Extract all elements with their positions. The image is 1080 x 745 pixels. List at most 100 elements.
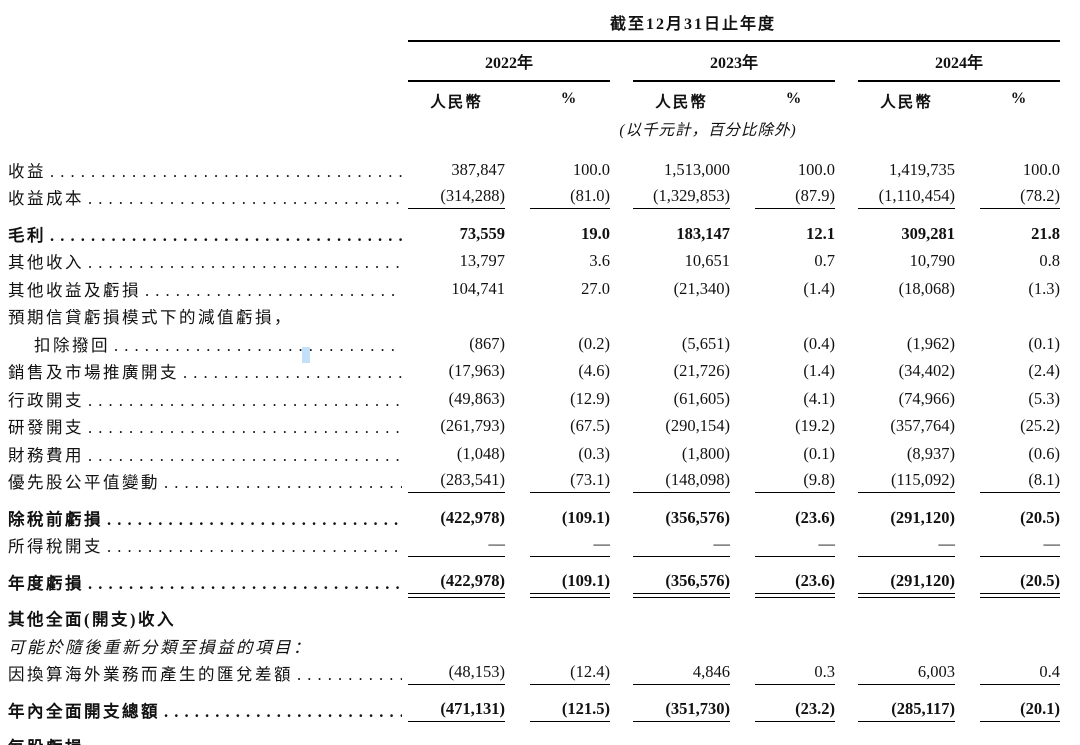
row-label-text: 其他收益及虧損 (8, 280, 141, 300)
year-cell-group: (356,576) (23.6) (633, 571, 835, 598)
year-cell-group: (471,131) (121.5) (408, 699, 610, 722)
cell-value: (12.4) (530, 662, 610, 685)
percent-cell: 0.3 (730, 662, 835, 685)
percent-cell: 19.0 (505, 224, 610, 246)
row-label: 年內全面開支總額 (8, 698, 408, 722)
row-label: 優先股公平值變動 (8, 469, 408, 493)
percent-cell: (12.4) (505, 662, 610, 685)
amount-cell: (1,962) (858, 334, 955, 356)
cell-value: 0.8 (1039, 251, 1060, 270)
amount-cell: — (858, 534, 955, 557)
row-label-text: 年內全面開支總額 (8, 701, 160, 721)
dot-leader (110, 336, 402, 356)
cell-value: 27.0 (581, 278, 610, 298)
row-label-text: 扣除撥回 (34, 335, 110, 355)
year-cell-group: (148,098) (9.8) (633, 470, 835, 493)
currency-header: 人民幣 (880, 94, 933, 111)
amount-cell: (21,726) (633, 361, 730, 383)
cell-value: (121.5) (530, 699, 610, 722)
percent-cell: 0.8 (955, 251, 1060, 273)
cell-value: (12.9) (570, 388, 610, 408)
cell-value: (422,978) (408, 571, 505, 598)
cell-value: 1,419,735 (889, 159, 955, 179)
cell-value: (0.1) (1028, 333, 1060, 353)
year-cell-group: (291,120) (20.5) (858, 508, 1060, 530)
row-label: 年度虧損 (8, 570, 408, 594)
year-cell-group: (422,978) (109.1) (408, 508, 610, 530)
cell-value: (81.0) (530, 186, 610, 209)
dot-leader (84, 253, 402, 273)
cell-value: (74,966) (898, 388, 955, 408)
year-cell-group: (74,966) (5.3) (858, 389, 1060, 411)
amount-cell: 104,741 (408, 279, 505, 301)
year-cell-group: 10,651 0.7 (633, 251, 835, 273)
year-cell-group: (49,863) (12.9) (408, 389, 610, 411)
table-row: 收益 387,847 100.0 1,513,000 100.0 1,419,735 100… (8, 154, 1070, 182)
amount-cell: (115,092) (858, 470, 955, 493)
cell-value: (5,651) (681, 333, 730, 353)
table-row: 行政開支(49,863)(12.9)(61,605)(4.1)(74,966)(… (8, 383, 1070, 411)
table-row: 每股虧損 (8, 731, 1070, 745)
year-cell-group: (5,651) (0.4) (633, 334, 835, 356)
percent-cell: (20.5) (955, 508, 1060, 530)
cell-value: (17,963) (448, 361, 505, 380)
row-label: 銷售及市場推廣開支 (8, 359, 408, 383)
cell-value: 104,741 (451, 278, 505, 298)
year-cell-group: (867) (0.2) (408, 334, 610, 356)
cell-value: 10,790 (909, 251, 955, 270)
cell-value: (291,120) (890, 507, 955, 527)
row-label: 行政開支 (8, 387, 408, 411)
percent-cell: (0.1) (730, 444, 835, 466)
cell-value: 1,513,000 (664, 159, 730, 179)
row-label-text: 可能於隨後重新分類至損益的項目： (8, 637, 312, 657)
amount-cell: (1,048) (408, 444, 505, 466)
column-header-row: 人民幣 % 人民幣 % 人民幣 % (408, 90, 1060, 112)
cell-value: (2.4) (1028, 361, 1060, 380)
percent-cell: (19.2) (730, 416, 835, 438)
cell-value: (351,730) (633, 699, 730, 722)
cell-value: (23.6) (795, 507, 835, 527)
dot-leader (293, 665, 402, 685)
cell-value: — (633, 534, 730, 557)
year-cell-group: (314,288) (81.0) (408, 186, 610, 209)
cell-value: 309,281 (901, 223, 955, 243)
table-row: 年度虧損 (422,978) (109.1) (356,576) (23.6) (291,… (8, 566, 1070, 598)
table-row: 因換算海外業務而產生的匯兌差額 (48,153) (12.4) 4,846 0.3 6,0… (8, 658, 1070, 685)
percent-cell: (0.3) (505, 444, 610, 466)
year-header-2024: 2024年 (858, 49, 1060, 82)
year-cell-group: (8,937) (0.6) (858, 444, 1060, 466)
percent-header: % (785, 90, 802, 107)
dot-leader (84, 189, 402, 209)
amount-cell: (17,963) (408, 361, 505, 383)
percent-cell: (1.4) (730, 361, 835, 383)
cell-value: (61,605) (673, 388, 730, 408)
cell-value: 183,147 (676, 223, 730, 243)
row-label: 除稅前虧損 (8, 506, 408, 530)
percent-cell: (8.1) (955, 470, 1060, 493)
amount-cell: (148,098) (633, 470, 730, 493)
row-label: 所得稅開支 (8, 533, 408, 557)
table-row: 優先股公平值變動 (283,541) (73.1) (148,098) (9.8) (11… (8, 466, 1070, 493)
cell-value: 100.0 (1022, 159, 1060, 179)
percent-cell: — (505, 534, 610, 557)
cell-value: (20.5) (1020, 507, 1060, 527)
cell-value: (285,117) (858, 699, 955, 722)
cell-value: (9.8) (755, 470, 835, 493)
cell-value: (0.4) (803, 333, 835, 353)
dot-leader (84, 574, 402, 594)
percent-cell: (12.9) (505, 389, 610, 411)
cell-value: (23.6) (755, 571, 835, 598)
dot-leader (160, 473, 402, 493)
cell-value: (356,576) (665, 507, 730, 527)
amount-cell: 387,847 (408, 160, 505, 182)
cell-value: 100.0 (572, 159, 610, 179)
percent-cell: (73.1) (505, 470, 610, 493)
row-label: 研發開支 (8, 414, 408, 438)
cell-value: (0.2) (578, 333, 610, 353)
amount-cell: (5,651) (633, 334, 730, 356)
cell-value: — (530, 534, 610, 557)
row-label-text: 優先股公平值變動 (8, 473, 160, 492)
amount-cell: (61,605) (633, 389, 730, 411)
dot-leader (84, 446, 402, 466)
row-label-text: 所得稅開支 (8, 537, 103, 556)
